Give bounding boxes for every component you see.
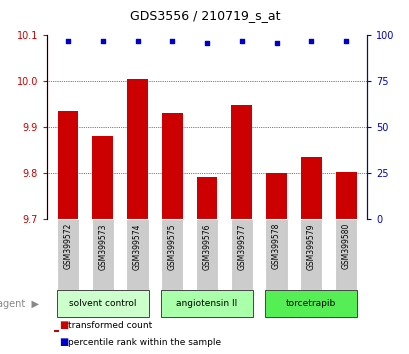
Text: percentile rank within the sample: percentile rank within the sample (67, 338, 220, 347)
FancyBboxPatch shape (126, 219, 148, 290)
Text: agent  ▶: agent ▶ (0, 298, 39, 309)
Bar (265, 173, 286, 219)
Text: GSM399578: GSM399578 (272, 223, 281, 269)
Text: angiotensin II: angiotensin II (176, 299, 237, 308)
FancyBboxPatch shape (161, 290, 252, 317)
Text: GSM399574: GSM399574 (133, 223, 142, 269)
Text: GSM399573: GSM399573 (98, 223, 107, 269)
Text: GDS3556 / 210719_s_at: GDS3556 / 210719_s_at (129, 9, 280, 22)
Bar (92, 136, 113, 219)
Point (65, 38, 71, 44)
Bar (335, 172, 356, 219)
FancyBboxPatch shape (161, 219, 183, 290)
Point (342, 38, 348, 44)
FancyBboxPatch shape (230, 219, 252, 290)
Text: ■: ■ (59, 337, 69, 347)
Point (134, 38, 140, 44)
FancyBboxPatch shape (265, 219, 287, 290)
Text: GSM399579: GSM399579 (306, 223, 315, 269)
FancyBboxPatch shape (265, 290, 356, 317)
Point (99, 38, 106, 44)
Bar (196, 177, 217, 219)
Point (238, 38, 245, 44)
Bar (231, 105, 252, 219)
Point (273, 40, 279, 46)
FancyBboxPatch shape (57, 219, 79, 290)
Bar (162, 113, 182, 219)
Text: solvent control: solvent control (69, 299, 136, 308)
FancyBboxPatch shape (92, 219, 114, 290)
FancyBboxPatch shape (299, 219, 321, 290)
Text: GSM399580: GSM399580 (341, 223, 350, 269)
Text: GSM399577: GSM399577 (237, 223, 246, 269)
Point (169, 38, 175, 44)
Bar (54, 330, 58, 332)
Point (203, 40, 210, 46)
Text: GSM399572: GSM399572 (63, 223, 72, 269)
FancyBboxPatch shape (196, 219, 218, 290)
Bar (57, 111, 78, 219)
Bar (127, 79, 148, 219)
Point (307, 38, 314, 44)
Text: torcetrapib: torcetrapib (285, 299, 336, 308)
Text: GSM399576: GSM399576 (202, 223, 211, 269)
FancyBboxPatch shape (57, 290, 148, 317)
Text: ■: ■ (59, 320, 69, 330)
FancyBboxPatch shape (334, 219, 356, 290)
Text: GSM399575: GSM399575 (167, 223, 176, 269)
Text: transformed count: transformed count (67, 321, 151, 330)
Bar (300, 157, 321, 219)
